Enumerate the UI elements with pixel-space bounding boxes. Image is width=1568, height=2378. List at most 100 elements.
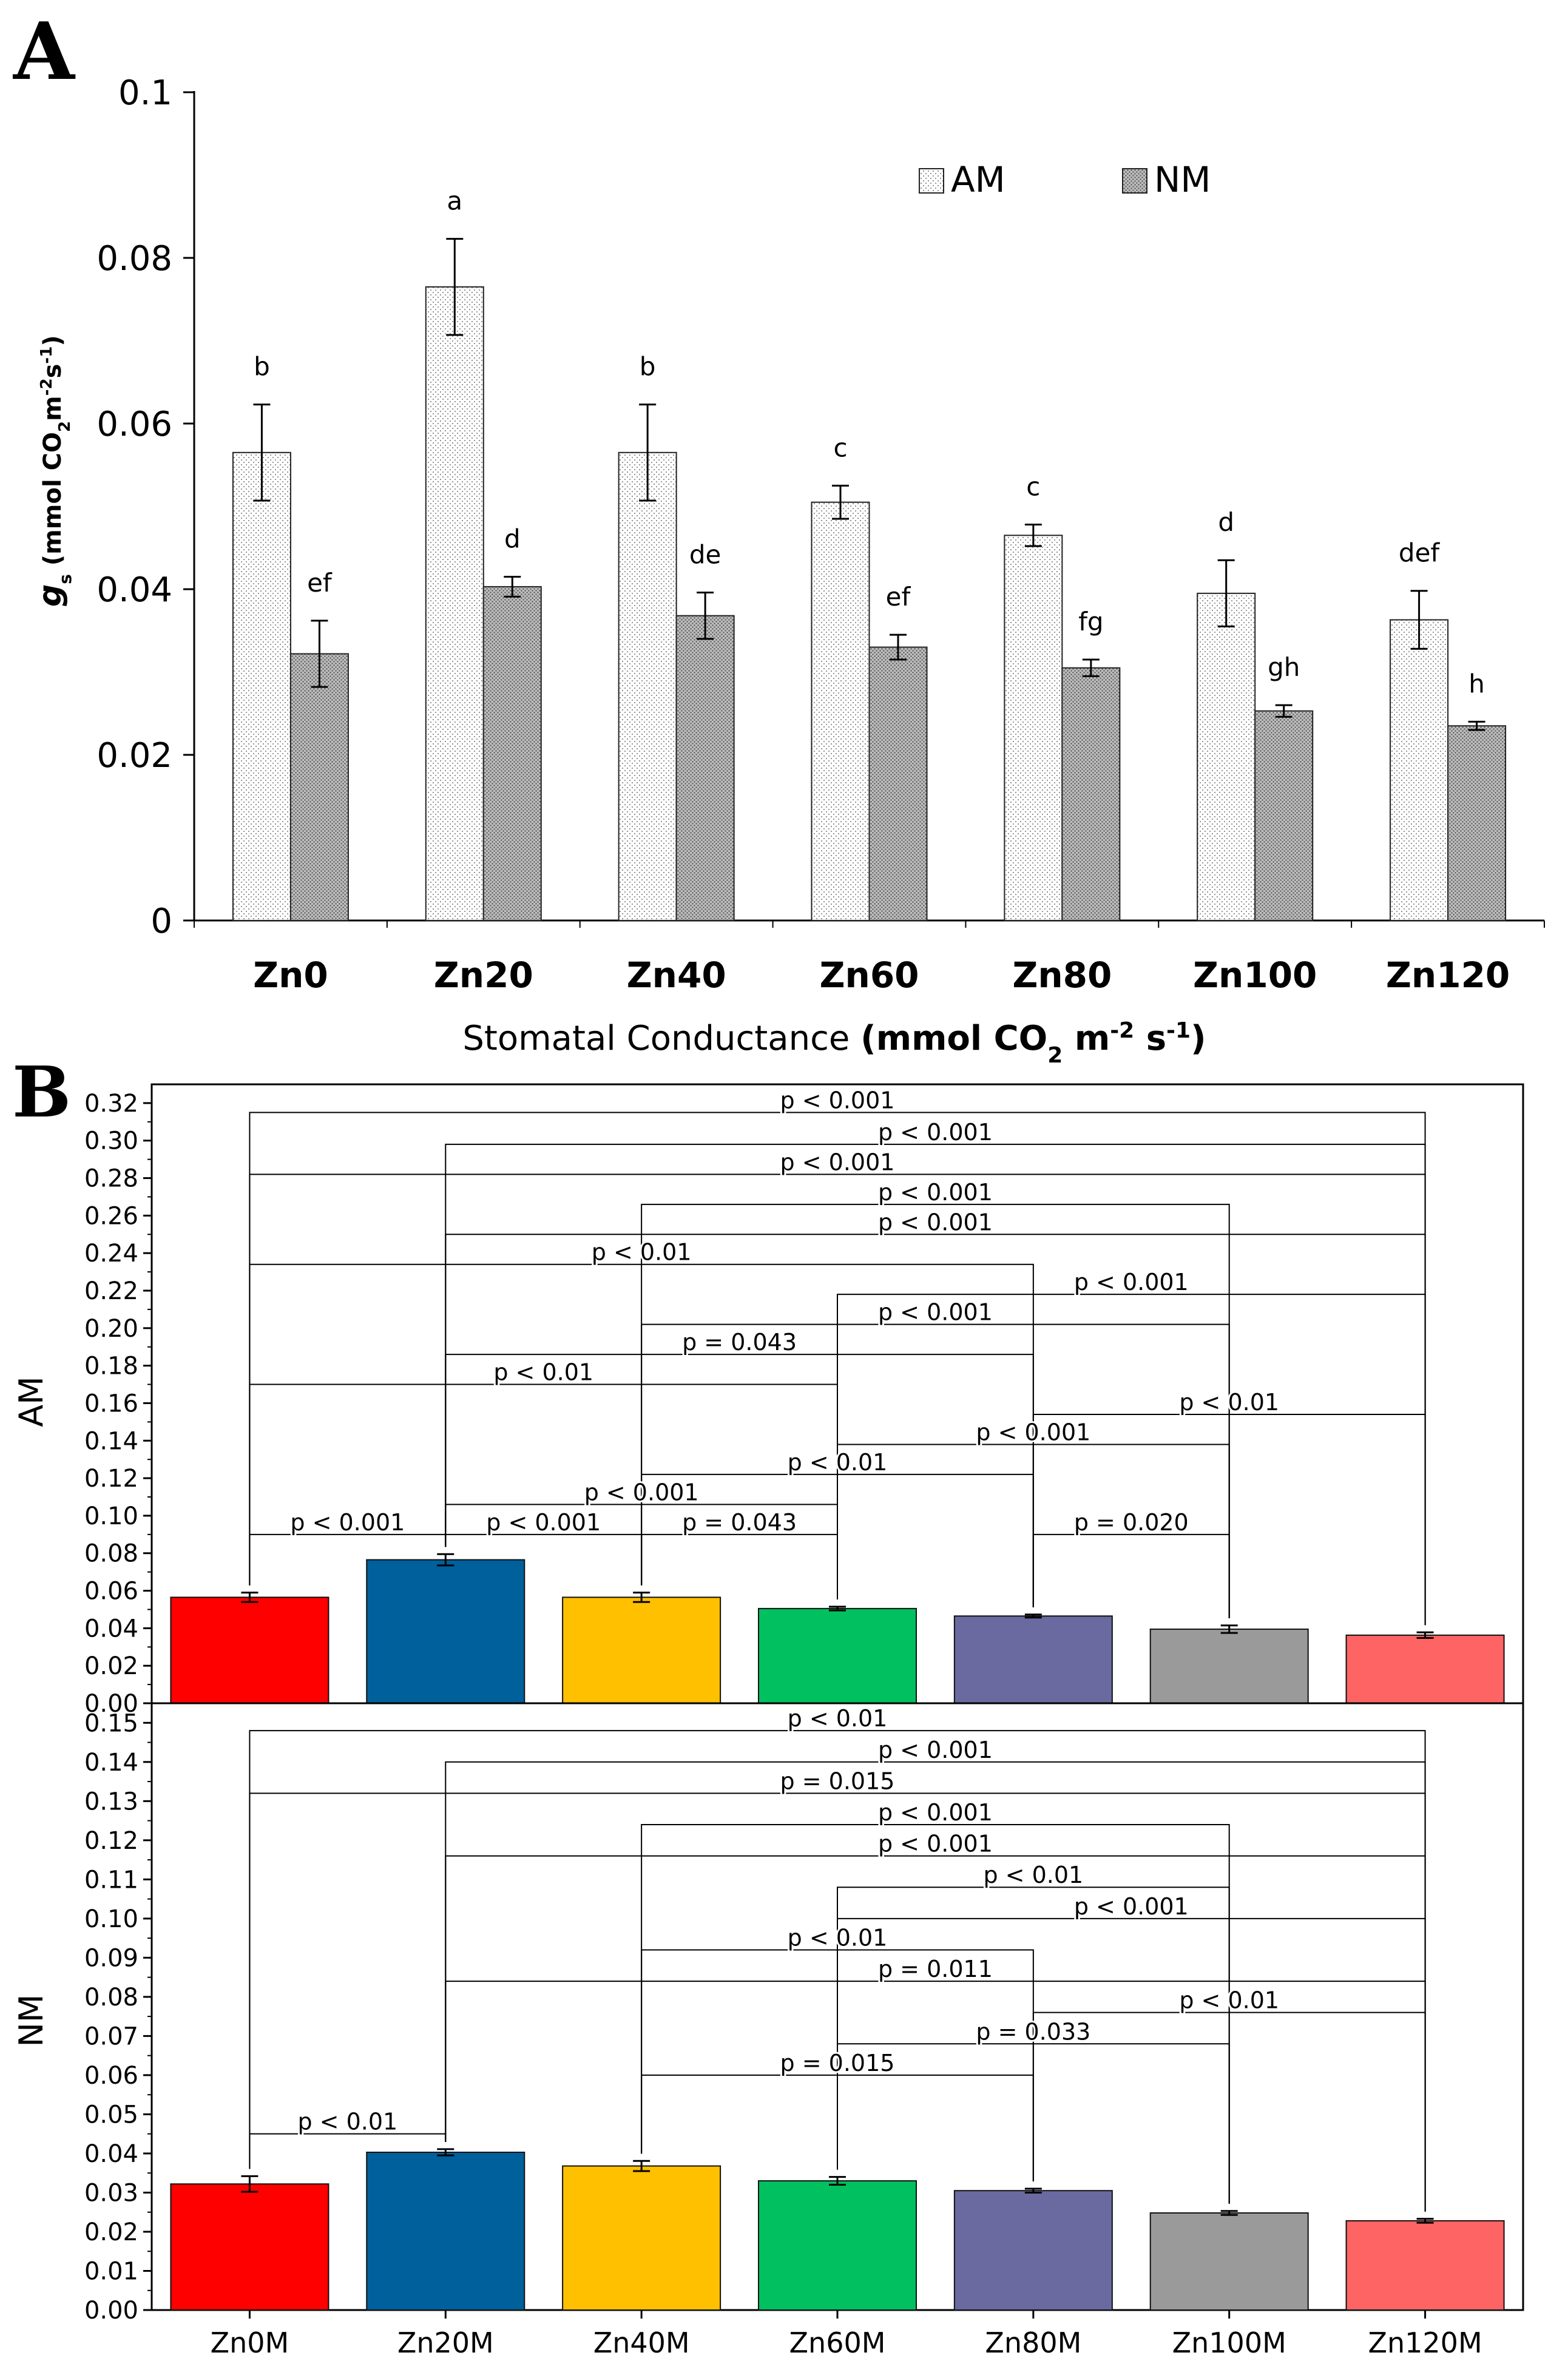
b-comparison-label: p < 0.01 [788, 1705, 888, 1732]
b-y-tick-label: 0.09 [84, 1944, 138, 1972]
b-y-tick-label: 0.12 [84, 1465, 138, 1493]
b-y-tick-label: 0.08 [84, 1984, 138, 2012]
b-y-tick-label: 0.10 [84, 1502, 138, 1530]
b-comparison-label: p < 0.001 [878, 1737, 993, 1763]
a-significance-letter: ef [307, 568, 333, 598]
b-y-tick-label: 0.28 [84, 1165, 138, 1193]
panel-b-nm-plot: 0.00 0.01 0.02 0.03 0.04 0.05 0.06 0.07 0.08 0.09… [84, 1702, 1524, 2325]
b-comparison-label: p = 0.033 [976, 2018, 1090, 2045]
a-significance-letter: c [833, 433, 847, 462]
b-y-tick-label: 0.10 [84, 1905, 138, 1933]
a-bar-nm [868, 646, 928, 922]
a-x-tick-label: Zn100 [1193, 954, 1317, 996]
a-x-tick-label: Zn20 [434, 954, 533, 996]
b-comparison-label: p < 0.001 [584, 1479, 699, 1505]
b-comparison-label: p < 0.001 [878, 1209, 993, 1235]
b-comparison-label: p = 0.020 [1074, 1509, 1189, 1536]
b-y-tick-label: 0.12 [84, 1827, 138, 1855]
b-y-tick-label: 0.04 [84, 1615, 138, 1643]
b-x-tick-label: Zn40M [593, 2326, 690, 2359]
b-y-tick-label: 0.00 [84, 1690, 138, 1718]
b-comparison-label: p < 0.01 [983, 1862, 1083, 1888]
b-bar-zn80m [953, 1615, 1113, 1704]
a-y-tick-label: 0.04 [96, 570, 172, 610]
b-y-tick-label: 0.32 [84, 1090, 138, 1118]
a-legend-label-am: AM [951, 159, 1005, 200]
b-y-tick-label: 0.06 [84, 1578, 138, 1606]
b-x-tick-label: Zn120M [1368, 2326, 1482, 2359]
a-y-tick-label: 0.06 [96, 405, 172, 444]
b-y-tick-label: 0.01 [84, 2257, 138, 2285]
b-bar-zn80m [953, 2190, 1113, 2311]
b-bar-zn0m [170, 1596, 329, 1704]
b-bar-zn100m [1149, 2212, 1309, 2311]
b-x-tick-label: Zn20M [397, 2326, 494, 2359]
a-significance-letter: gh [1268, 652, 1300, 682]
b-comparison-label: p < 0.001 [878, 1831, 993, 1857]
b-comparison-label: p < 0.01 [788, 1449, 888, 1476]
a-bar-am [1390, 619, 1449, 921]
a-x-tick-label: Zn120 [1386, 954, 1510, 996]
a-bar-nm [1447, 725, 1507, 921]
a-legend-swatch-am [919, 168, 944, 194]
a-bar-am [1004, 535, 1063, 921]
b-comparison-bracket [641, 1323, 1230, 1618]
b-comparison-label: p < 0.01 [788, 1924, 888, 1951]
a-significance-letter: fg [1078, 607, 1103, 637]
b-y-tick-label: 0.11 [84, 1866, 138, 1894]
b-y-tick-label: 0.14 [84, 1427, 138, 1455]
b-bar-zn40m [562, 1596, 721, 1704]
a-significance-letter: b [254, 352, 270, 382]
b-comparison-label: p < 0.001 [486, 1509, 601, 1536]
b-comparison-label: p = 0.011 [878, 1956, 993, 1982]
a-bar-nm [1061, 667, 1121, 922]
b-bar-zn20m [366, 1559, 525, 1704]
a-significance-letter: b [640, 352, 656, 382]
b-comparison-label: p < 0.001 [878, 1299, 993, 1326]
b-x-tick-label: Zn60M [789, 2326, 886, 2359]
b-bar-zn40m [562, 2165, 721, 2311]
a-x-tick-label: Zn60 [819, 954, 919, 996]
panel-a-legend: AM NM [919, 159, 1211, 200]
b-comparison-bracket [837, 2043, 1230, 2204]
b-comparison-label: p < 0.001 [780, 1149, 895, 1175]
a-significance-letter: c [1026, 472, 1040, 502]
b-y-tick-label: 0.14 [84, 1749, 138, 1777]
a-y-tick-label: 0.02 [96, 736, 172, 775]
a-bar-am [232, 451, 291, 921]
b-y-tick-label: 0.24 [84, 1240, 138, 1268]
b-comparison-bracket [641, 2074, 1034, 2181]
b-y-tick-label: 0.00 [84, 2297, 138, 2325]
b-bar-zn60m [758, 2180, 917, 2311]
b-x-tick-label: Zn100M [1172, 2326, 1286, 2359]
b-y-tick-label: 0.15 [84, 1709, 138, 1737]
b-comparison-bracket [1032, 1533, 1230, 1618]
a-y-tick-label: 0.1 [118, 73, 172, 113]
b-y-tick-label: 0.18 [84, 1353, 138, 1380]
b-y-tick-label: 0.05 [84, 2101, 138, 2129]
b-comparison-label: p < 0.001 [976, 1419, 1090, 1445]
a-bar-nm [675, 615, 735, 921]
panel-b-am-plot: 0.00 0.02 0.04 0.06 0.08 0.10 0.12 0.14 0.16 0.18… [84, 1083, 1524, 1718]
panel-b-x-axis: Zn0M Zn20M Zn40M Zn60M Zn80M Zn100M Zn120M [211, 2310, 1482, 2359]
b-bar-zn120m [1345, 2220, 1505, 2311]
b-y-tick-label: 0.04 [84, 2140, 138, 2168]
panel-b: B AM NM 0.00 0.02 0.04 0.06 0.08 0.10 0.12 0.14… [12, 1052, 1524, 2359]
b-comparison-bracket [445, 1234, 1426, 1626]
b-comparison-bracket [837, 1294, 1426, 1626]
b-x-tick-label: Zn80M [985, 2326, 1081, 2359]
b-bar-zn100m [1149, 1628, 1309, 1704]
b-y-tick-label: 0.08 [84, 1540, 138, 1568]
a-bar-am [1197, 592, 1256, 921]
panel-b-letter: B [12, 1052, 71, 1133]
panel-b-nm-y-axis-label: NM [12, 1995, 50, 2047]
b-comparison-bracket [249, 1383, 838, 1599]
b-comparison-label: p = 0.043 [682, 1509, 797, 1536]
a-bar-nm [482, 586, 542, 921]
b-comparison-label: p < 0.01 [1179, 1389, 1279, 1416]
b-comparison-bracket [249, 2133, 447, 2169]
panel-b-am-y-axis-label: AM [12, 1376, 50, 1427]
panel-a-axes: 0 0.02 0.04 0.06 0.08 0.1 Zn0 Zn20 Zn40 Zn60 Zn80 Z… [96, 73, 1545, 996]
b-y-tick-label: 0.20 [84, 1315, 138, 1343]
